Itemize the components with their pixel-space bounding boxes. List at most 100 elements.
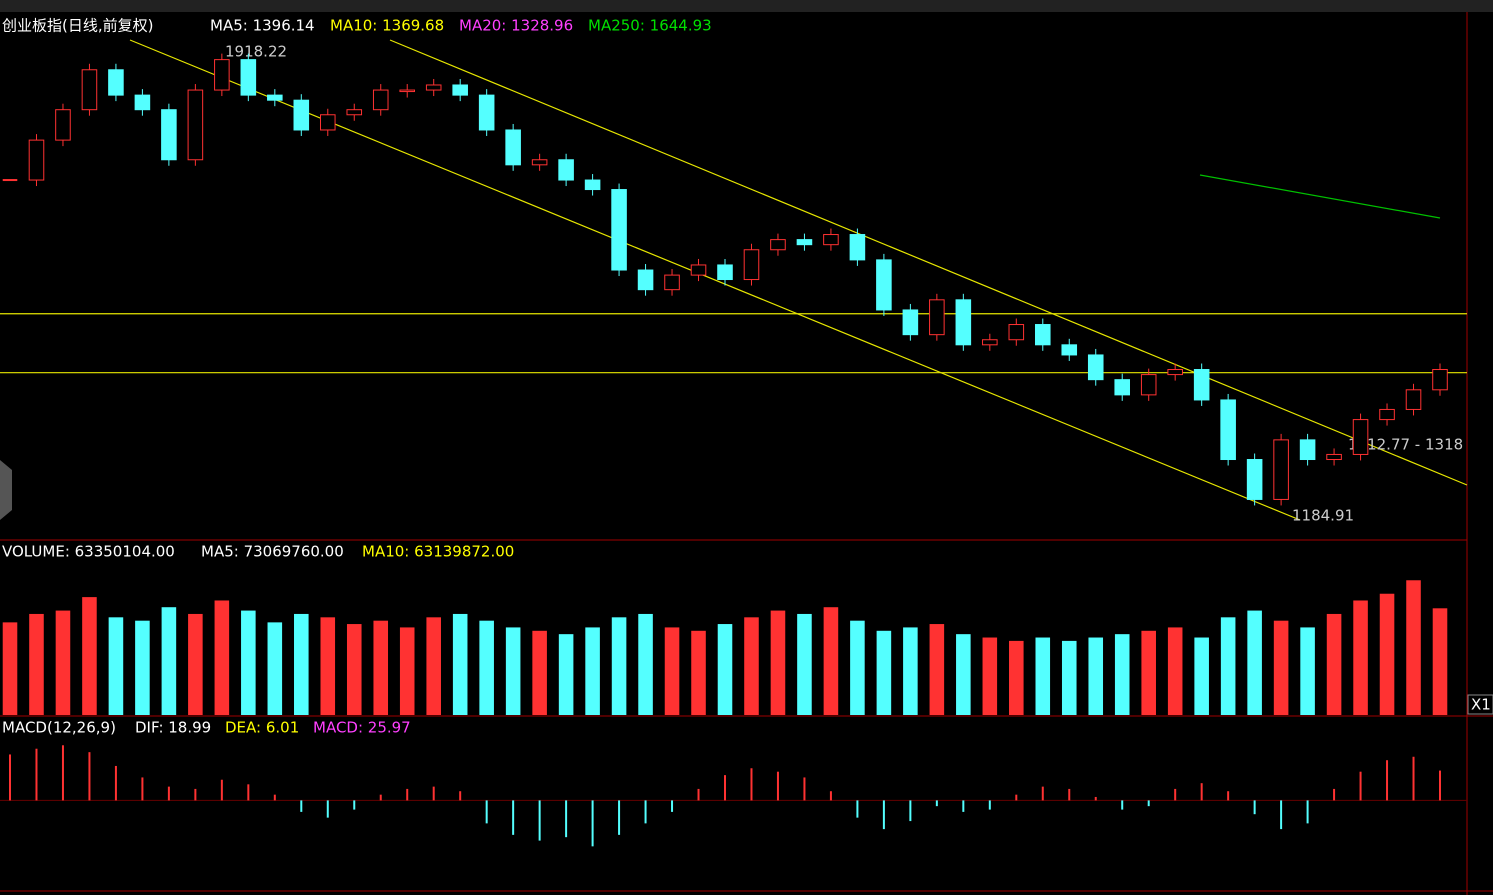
candle — [346, 109, 363, 116]
volume-bar — [55, 610, 71, 715]
volume-bar — [241, 610, 256, 715]
candle — [1405, 389, 1422, 410]
candle — [743, 249, 760, 281]
volume-bar — [452, 613, 468, 715]
candle — [876, 259, 892, 311]
candle — [319, 114, 336, 131]
volume-bar — [1088, 637, 1104, 715]
volume-bar — [1167, 627, 1183, 715]
chart-title: 创业板指(日线,前复权) — [2, 17, 153, 35]
candle — [28, 139, 45, 181]
legend-ma250: MA250: 1644.93 — [588, 17, 712, 35]
volume-bar — [82, 597, 97, 715]
volume-bar — [611, 617, 627, 715]
volume-bar — [1379, 593, 1395, 715]
candle — [2, 179, 18, 182]
candle — [982, 339, 998, 346]
candle — [1034, 324, 1051, 346]
candle — [717, 264, 733, 281]
volume-bar — [505, 627, 521, 715]
candle — [1379, 408, 1395, 421]
volume-bar — [744, 617, 759, 715]
volume-bar — [823, 607, 839, 715]
candle — [81, 69, 98, 111]
volume-bar — [214, 600, 230, 715]
candle — [1352, 419, 1369, 455]
candle — [452, 84, 468, 96]
candle — [531, 159, 548, 166]
volume-bar — [717, 624, 733, 715]
menu-bar — [0, 0, 1493, 12]
candle — [1246, 459, 1263, 500]
candle — [293, 99, 310, 131]
volume-bar — [1141, 630, 1156, 715]
volume-bar — [558, 634, 574, 715]
side-tab[interactable] — [0, 460, 12, 520]
volume-bar — [1220, 617, 1236, 715]
candle — [558, 159, 574, 181]
volume-ma10: MA10: 63139872.00 — [362, 543, 514, 561]
candle — [637, 269, 654, 291]
candle — [796, 239, 813, 246]
range-label: 1312.77 - 1318 — [1348, 436, 1463, 454]
volume-bar — [188, 613, 203, 715]
volume-bar — [585, 627, 600, 715]
volume-bar — [956, 634, 971, 715]
candle — [584, 179, 601, 191]
volume-bar — [320, 617, 336, 715]
volume-bar — [267, 622, 283, 715]
volume-bar — [373, 620, 389, 715]
macd-value: MACD: 25.97 — [313, 719, 411, 737]
volume-bar — [135, 620, 150, 715]
candle — [1087, 354, 1104, 381]
candle — [849, 234, 866, 261]
volume-bar — [1406, 580, 1421, 715]
legend-ma10: MA10: 1369.68 — [330, 17, 444, 35]
ma250-line — [1199, 174, 1441, 219]
volume-bar — [876, 630, 892, 715]
candle — [955, 299, 972, 346]
volume-bar — [1114, 634, 1130, 715]
zoom-button[interactable] — [1467, 694, 1493, 715]
candle — [399, 89, 416, 93]
volume-bar — [426, 617, 441, 715]
volume-bar — [1035, 637, 1051, 715]
volume-bar — [1061, 640, 1077, 715]
candle — [1061, 344, 1078, 356]
volume-bar — [770, 610, 786, 715]
volume-bar — [346, 624, 362, 715]
candle — [240, 59, 257, 96]
volume-bar — [1247, 610, 1262, 715]
macd-dea: DEA: 6.01 — [225, 719, 299, 737]
candle — [611, 189, 627, 271]
volume-bar — [1432, 608, 1448, 715]
volume-bar — [294, 613, 309, 715]
volume-bar — [1353, 600, 1368, 715]
candle — [1432, 369, 1448, 391]
volume-bar — [929, 624, 945, 715]
volume-bar — [850, 620, 865, 715]
volume-bar — [2, 622, 18, 715]
candle — [134, 94, 151, 111]
candle — [425, 84, 442, 91]
zoom-label[interactable]: X1 — [1471, 696, 1491, 714]
volume-bar — [1194, 637, 1209, 715]
candle — [902, 309, 919, 336]
volume-bar — [1300, 627, 1315, 715]
volume-bar — [108, 617, 124, 715]
channel-line — [389, 39, 1468, 486]
candle — [1273, 439, 1289, 500]
candle — [187, 89, 204, 161]
candle — [664, 274, 680, 291]
macd-title: MACD(12,26,9) — [2, 719, 116, 737]
candle — [55, 109, 71, 141]
candle — [372, 89, 389, 111]
macd-dif: DIF: 18.99 — [135, 719, 211, 737]
volume-bar — [664, 627, 680, 715]
candle — [1220, 399, 1236, 461]
candle — [1326, 453, 1342, 461]
candle — [161, 109, 177, 161]
volume-bar — [903, 627, 918, 715]
